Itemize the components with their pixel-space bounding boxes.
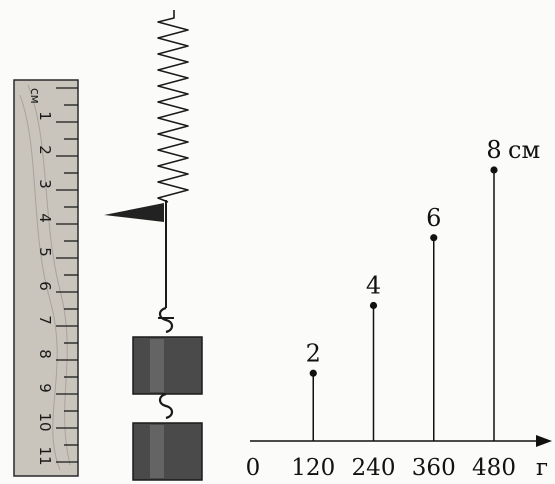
x-tick-label: 360 <box>412 455 456 481</box>
ruler-number: 4 <box>36 213 54 223</box>
ruler-unit-label: см <box>28 88 42 104</box>
ruler-body <box>13 79 79 477</box>
weight-bottom <box>132 422 203 481</box>
data-point <box>490 166 498 174</box>
ruler-number: 6 <box>36 281 54 291</box>
spring-coil <box>157 10 189 203</box>
data-label: 6 <box>426 204 441 232</box>
x-tick-label: 480 <box>472 455 516 481</box>
ruler-number: 5 <box>36 247 54 257</box>
ruler: 1 2 3 4 5 6 7 8 9 10 11 см <box>13 79 79 477</box>
chart-points <box>309 166 498 377</box>
ruler-number: 1 <box>36 111 54 121</box>
chart: 0 120 240 360 480 2 4 6 8 г см <box>246 136 552 481</box>
chart-stems <box>312 170 495 441</box>
ruler-number: 2 <box>36 145 54 155</box>
point-labels: 2 4 6 8 <box>306 136 502 367</box>
x-tick-label: 120 <box>291 455 335 481</box>
data-label: 4 <box>366 272 381 300</box>
weight-bottom-shine <box>150 425 164 478</box>
x-unit-label: г <box>536 455 548 481</box>
data-point <box>309 369 317 377</box>
ruler-number: 11 <box>36 446 54 465</box>
x-tick-labels: 0 120 240 360 480 <box>246 455 516 481</box>
x-tick-label: 240 <box>352 455 396 481</box>
data-label: 8 <box>486 136 501 164</box>
hook-top <box>158 306 174 334</box>
ruler-number: 9 <box>36 383 54 393</box>
x-tick-label: 0 <box>246 455 261 481</box>
weights <box>132 336 203 481</box>
weight-top <box>132 336 203 395</box>
ruler-number: 10 <box>36 412 54 431</box>
spring <box>104 10 189 334</box>
weight-top-shine <box>150 339 164 392</box>
data-point <box>369 301 378 310</box>
hook-middle <box>158 392 174 420</box>
x-axis-arrow <box>536 435 552 447</box>
ruler-numbers: 1 2 3 4 5 6 7 8 9 10 11 <box>36 111 54 465</box>
y-unit-label: см <box>508 136 540 164</box>
ruler-number: 3 <box>36 179 54 189</box>
data-point <box>430 234 438 242</box>
pointer-arrow <box>104 203 164 222</box>
ruler-grain <box>19 84 71 471</box>
ruler-number: 7 <box>36 315 54 325</box>
ruler-number: 8 <box>36 349 54 359</box>
data-label: 2 <box>306 339 321 367</box>
ruler-ticks <box>56 87 78 463</box>
